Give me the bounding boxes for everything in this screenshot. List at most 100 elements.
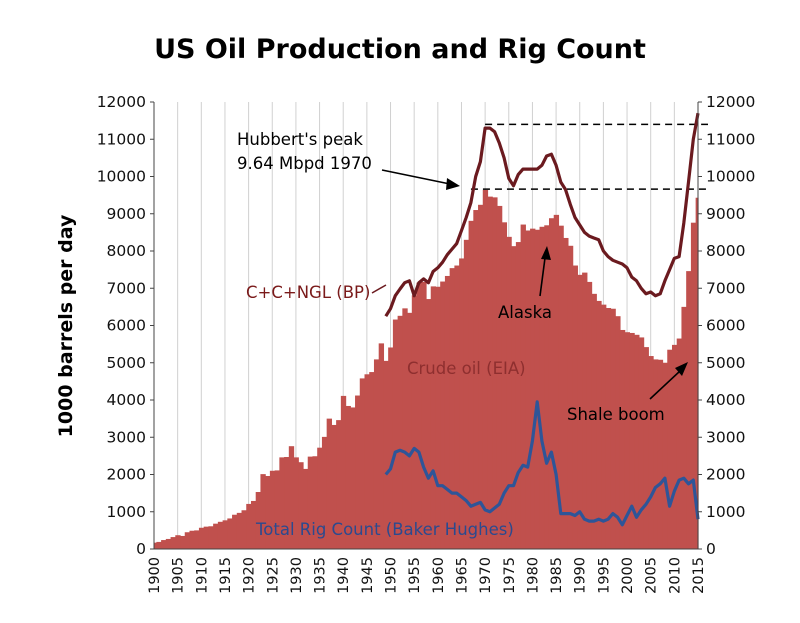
x-tick-label-1985: 1985 bbox=[549, 557, 565, 594]
crude-oil-bar-2000 bbox=[624, 332, 631, 549]
x-tick-label-1925: 1925 bbox=[265, 557, 281, 594]
crude-oil-bar-1986 bbox=[558, 225, 564, 550]
annotations: Hubbert's peak 9.64 Mbpd 1970 C+C+NGL (B… bbox=[237, 130, 688, 539]
crude-oil-bar-1927 bbox=[279, 457, 285, 549]
right-y-tick-label-9000: 9000 bbox=[706, 205, 745, 223]
x-tick-label-2000: 2000 bbox=[620, 557, 636, 594]
crude-oil-bar-1924 bbox=[265, 475, 271, 549]
crude-oil-bar-1910 bbox=[198, 527, 205, 549]
right-y-tick-label-11000: 11000 bbox=[706, 130, 755, 148]
right-y-tick-label-12000: 12000 bbox=[706, 93, 755, 111]
crude-oil-bar-1901 bbox=[156, 541, 162, 549]
crude-oil-bar-2014 bbox=[690, 222, 697, 549]
crude-oil-bar-1995 bbox=[601, 304, 607, 549]
crude-oil-bar-1993 bbox=[591, 293, 597, 549]
crude-oil-bar-2011 bbox=[676, 338, 683, 549]
crude-oil-bar-1937 bbox=[326, 418, 332, 549]
x-tick-label-1940: 1940 bbox=[336, 557, 352, 594]
crude-oil-bar-1960 bbox=[435, 286, 441, 549]
x-tick-label-1955: 1955 bbox=[407, 557, 423, 594]
crude-oil-bar-1914 bbox=[217, 521, 224, 549]
crude-oil-bar-1980 bbox=[530, 228, 536, 549]
x-tick-label-2015: 2015 bbox=[691, 557, 707, 594]
crude-oil-bar-1944 bbox=[359, 378, 366, 549]
crude-oil-bar-1945 bbox=[364, 374, 370, 549]
crude-oil-bar-1941 bbox=[345, 405, 351, 549]
crude-oil-bar-2005 bbox=[648, 356, 654, 549]
crude-oil-bar-1915 bbox=[222, 520, 228, 549]
y-tick-label-8000: 8000 bbox=[107, 242, 146, 260]
crude-oil-bar-1917 bbox=[232, 514, 238, 549]
crude-oil-bar-1979 bbox=[525, 230, 531, 549]
crude-oil-bar-1990 bbox=[577, 274, 583, 549]
crude-oil-bar-1964 bbox=[454, 265, 460, 549]
crude-oil-bar-2008 bbox=[662, 362, 668, 549]
x-tick-label-2005: 2005 bbox=[644, 557, 660, 594]
crude-oil-bar-1984 bbox=[548, 218, 555, 549]
alaska-arrow bbox=[539, 257, 546, 297]
hubbert-peak-label: Hubbert's peak bbox=[237, 130, 363, 149]
crude-oil-bar-2006 bbox=[653, 359, 659, 549]
crude-oil-bar-1942 bbox=[350, 407, 356, 549]
x-tick-label-1945: 1945 bbox=[360, 557, 376, 594]
x-tick-label-1930: 1930 bbox=[289, 557, 305, 594]
crude-oil-bar-1949 bbox=[383, 360, 389, 549]
x-tick-label-1915: 1915 bbox=[218, 557, 234, 594]
right-y-tick-label-5000: 5000 bbox=[706, 354, 745, 372]
crude-oil-bar-1991 bbox=[582, 272, 588, 549]
crude-oil-bar-1935 bbox=[317, 447, 323, 549]
crude-oil-bar-1952 bbox=[397, 315, 403, 549]
rig-count-line bbox=[384, 400, 700, 527]
y-axis-label: 1000 barrels per day bbox=[55, 214, 77, 437]
crude-oil-bar-1997 bbox=[610, 308, 616, 549]
crude-oil-bar-1954 bbox=[407, 312, 413, 549]
x-tick-label-1950: 1950 bbox=[384, 557, 400, 594]
tick-labels: 0 1000 2000 3000 4000 5000 6000 7000 8000 9000 100… bbox=[97, 93, 756, 594]
y-tick-label-10000: 10000 bbox=[97, 168, 146, 186]
crude-oil-bar-2007 bbox=[657, 359, 664, 549]
crude-oil-bar-1974 bbox=[501, 222, 508, 549]
crude-oil-bar-2010 bbox=[671, 344, 678, 549]
shale-boom-arrowhead bbox=[675, 362, 688, 376]
crude-oil-bar-1962 bbox=[444, 275, 451, 549]
crude-oil-bar-1931 bbox=[298, 462, 304, 549]
y-tick-label-4000: 4000 bbox=[107, 391, 146, 409]
ngl-series-label: C+C+NGL (BP) bbox=[246, 283, 370, 302]
crude-oil-bar-1922 bbox=[255, 492, 262, 549]
crude-oil-bar-1904 bbox=[170, 537, 176, 549]
shale-boom-arrow bbox=[649, 370, 681, 400]
right-y-tick-label-1000: 1000 bbox=[706, 503, 745, 521]
crude-oil-bar-1978 bbox=[520, 224, 526, 550]
crude-oil-bar-1930 bbox=[293, 457, 299, 549]
crude-oil-bar-1957 bbox=[421, 281, 427, 549]
x-tick-label-1900: 1900 bbox=[147, 557, 163, 594]
crude-oil-bar-1994 bbox=[596, 300, 602, 549]
reference-lines bbox=[470, 123, 708, 190]
crude-oil-bar-1950 bbox=[388, 347, 394, 549]
crude-oil-bar-1940 bbox=[340, 395, 347, 549]
crude-oil-bar-1987 bbox=[563, 237, 569, 549]
crude-oil-bar-1976 bbox=[511, 246, 517, 549]
ngl-label-connector bbox=[371, 284, 387, 294]
ngl-production-line bbox=[384, 112, 700, 318]
crude-oil-bar-1926 bbox=[274, 470, 280, 549]
y-tick-label-9000: 9000 bbox=[107, 205, 146, 223]
y-tick-label-12000: 12000 bbox=[97, 93, 146, 111]
crude-oil-bar-1955 bbox=[411, 295, 418, 549]
crude-oil-bar-1903 bbox=[165, 538, 172, 549]
crude-oil-bar-1933 bbox=[307, 456, 314, 549]
crude-oil-bar-2013 bbox=[686, 271, 692, 549]
crude-oil-bar-1982 bbox=[539, 226, 545, 549]
right-y-tick-label-7000: 7000 bbox=[706, 279, 745, 297]
crude-oil-bar-2012 bbox=[681, 306, 687, 549]
x-tick-label-1990: 1990 bbox=[573, 557, 589, 594]
crude-oil-bar-1911 bbox=[203, 526, 209, 549]
crude-oil-bar-1902 bbox=[161, 540, 167, 549]
crude-oil-bar-1921 bbox=[250, 500, 257, 549]
crude-oil-bar-1947 bbox=[373, 359, 380, 549]
crude-oil-bar-1932 bbox=[303, 468, 309, 549]
x-tick-label-2010: 2010 bbox=[667, 557, 683, 594]
crude-oil-bar-1936 bbox=[321, 436, 328, 549]
crude-oil-bar-1959 bbox=[430, 286, 437, 549]
y-tick-label-2000: 2000 bbox=[107, 466, 146, 484]
